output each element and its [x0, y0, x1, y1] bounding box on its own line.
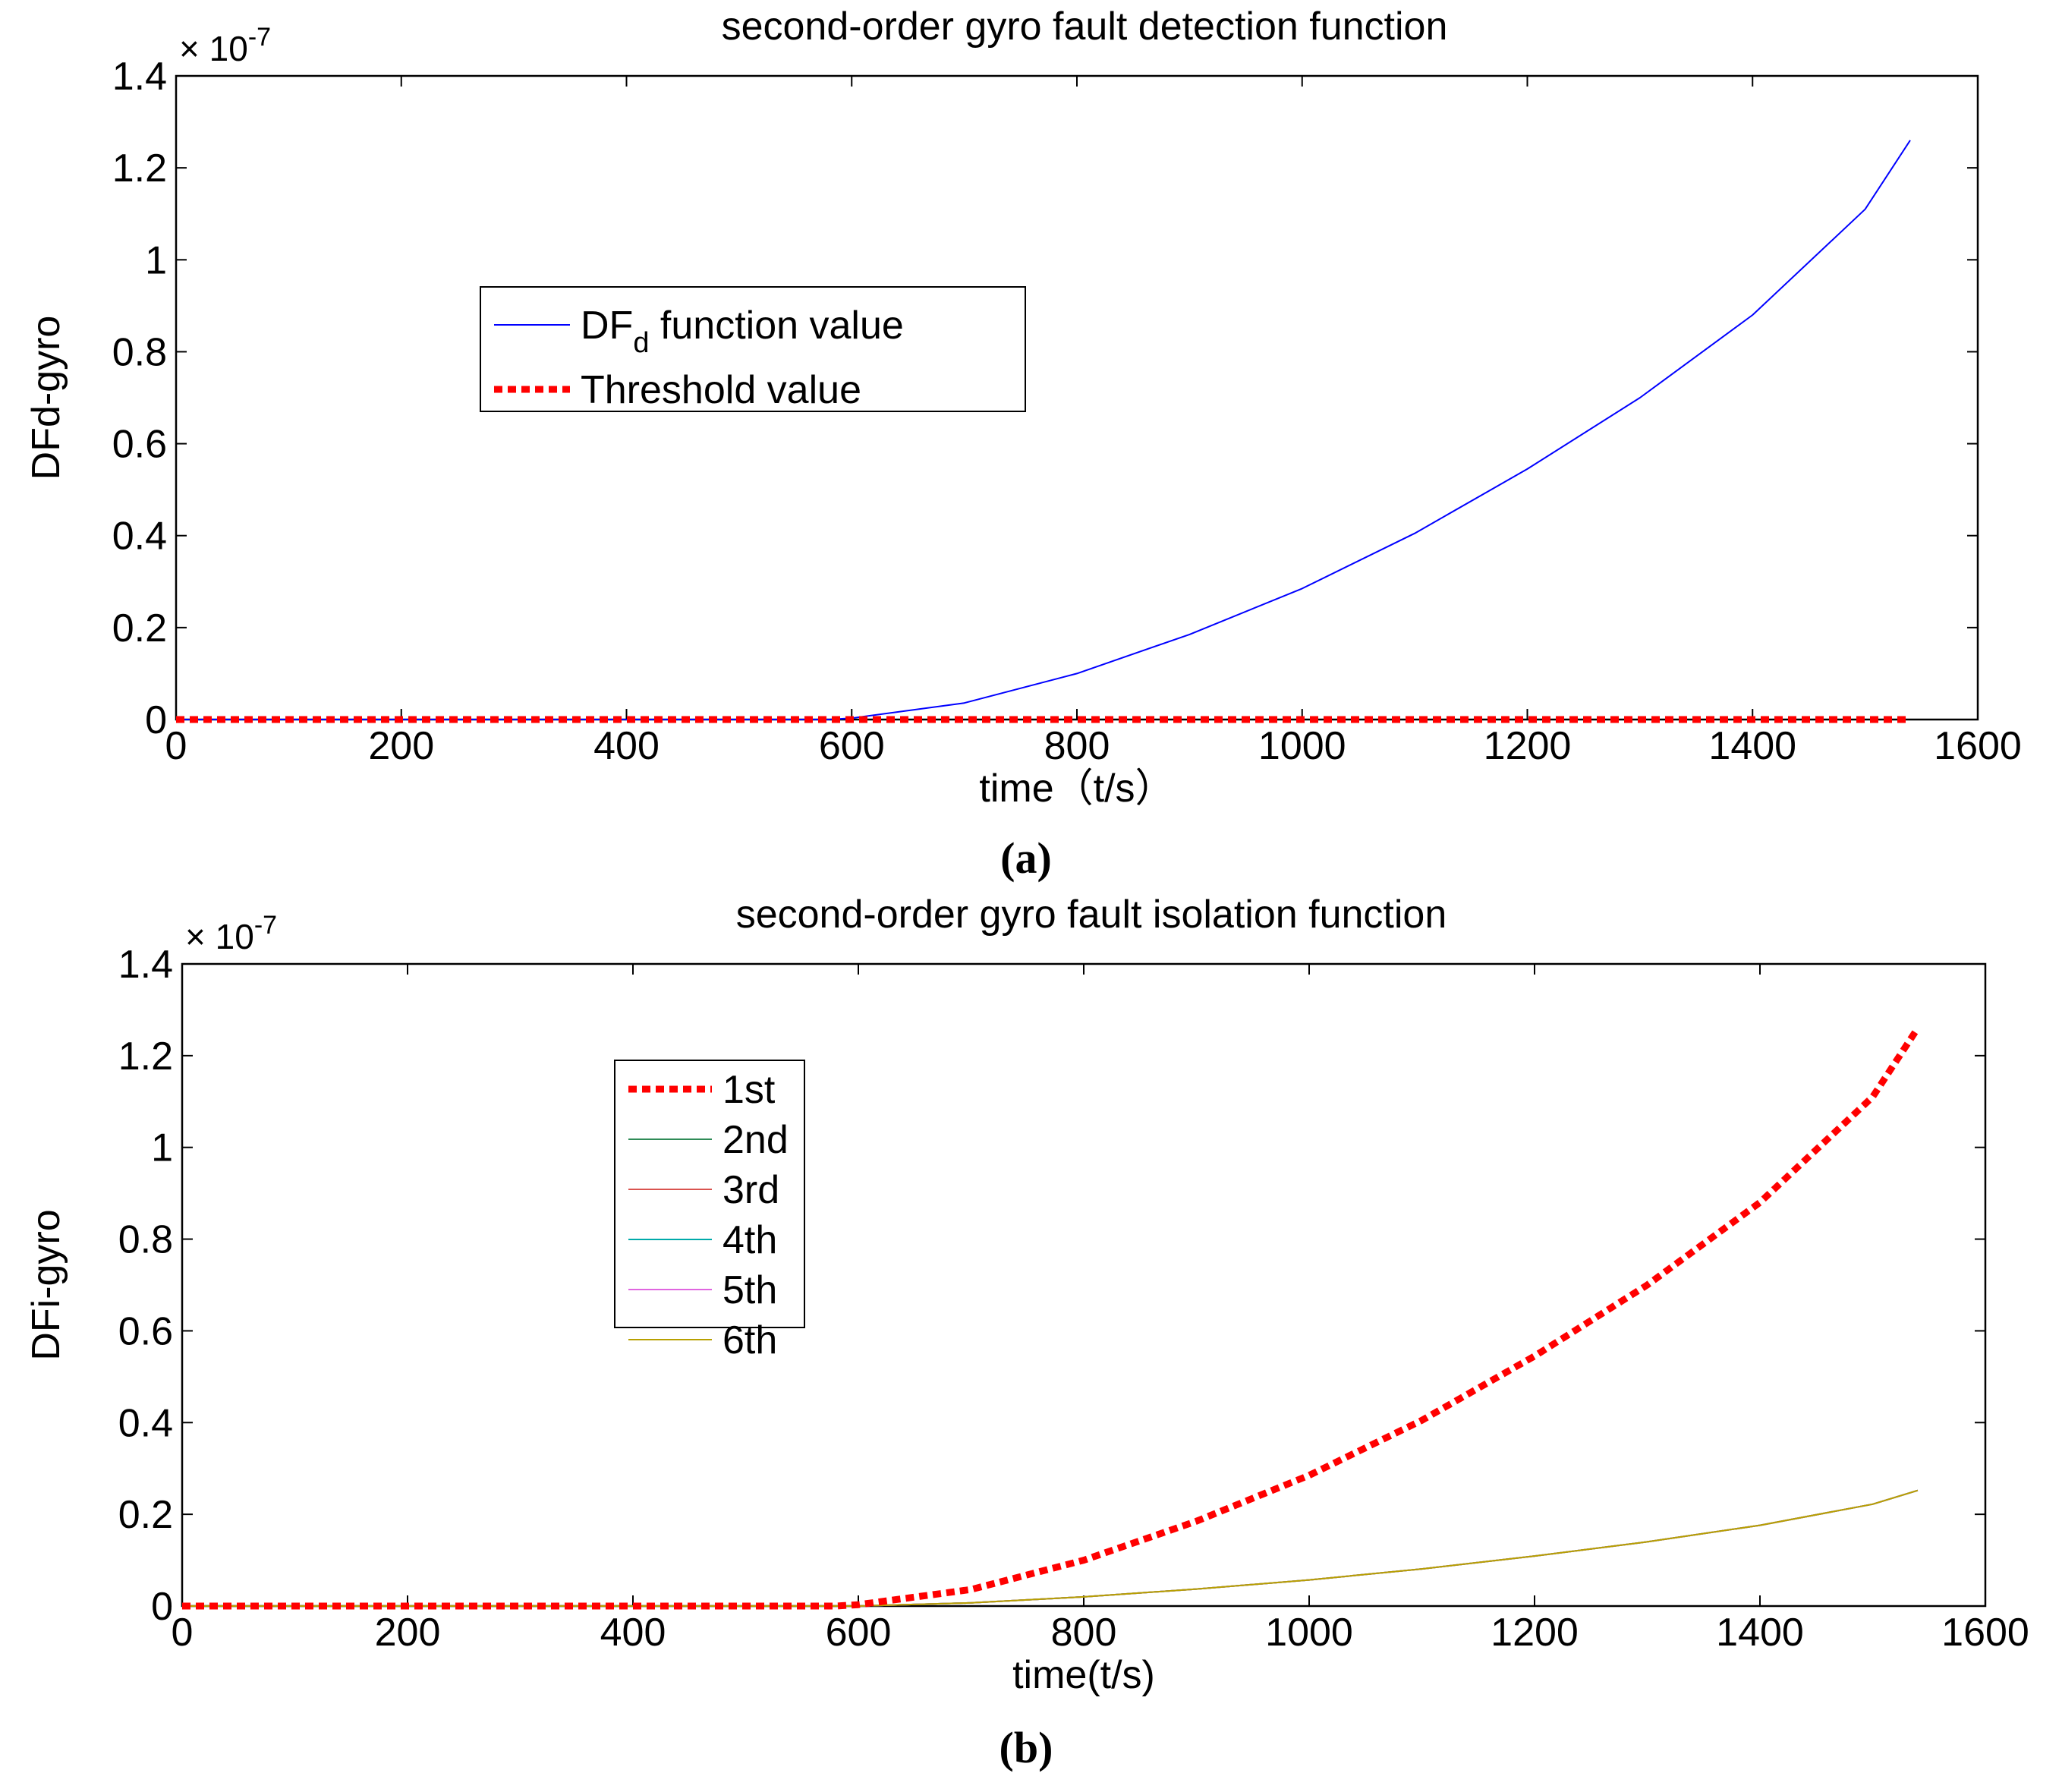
y-tick-label: 1 — [145, 238, 167, 282]
y-tick-label: 0.4 — [118, 1401, 173, 1445]
series-line-5th — [182, 1489, 1919, 1607]
y-exponent-label: × 10-7 — [179, 23, 271, 68]
x-tick-label: 0 — [165, 724, 187, 768]
x-tick-label: 1400 — [1708, 724, 1796, 768]
chart-title: second-order gyro fault isolation functi… — [736, 893, 1447, 937]
x-tick-label: 800 — [1051, 1611, 1117, 1655]
y-axis-label: DFd-gyro — [24, 316, 68, 480]
x-tick-label: 1600 — [1934, 724, 2022, 768]
chart-title: second-order gyro fault detection functi… — [722, 5, 1448, 49]
y-tick-label: 1.4 — [118, 943, 173, 987]
plot-area — [181, 962, 1987, 1608]
x-axis-label: time（t/s） — [979, 767, 1174, 811]
legend-label: 5th — [722, 1268, 777, 1312]
panel-caption: (a) — [1000, 833, 1052, 883]
legend-label: 3rd — [722, 1168, 779, 1212]
legend-label: 6th — [722, 1318, 777, 1362]
y-axis-label: DFi-gyro — [24, 1209, 68, 1360]
x-tick-label: 600 — [819, 724, 885, 768]
plot-area — [175, 74, 1979, 721]
series-line-1st — [182, 1026, 1921, 1610]
y-tick-label: 1 — [151, 1126, 173, 1170]
x-tick-label: 200 — [368, 724, 434, 768]
y-tick-label: 0 — [145, 698, 167, 742]
x-tick-label: 400 — [593, 724, 660, 768]
legend-box — [480, 286, 1026, 412]
series-line-4th — [182, 1489, 1919, 1607]
y-tick-label: 0.6 — [112, 423, 167, 467]
legend-label: Threshold value — [581, 368, 861, 412]
x-tick-label: 1000 — [1265, 1611, 1353, 1655]
panel-caption: (b) — [1000, 1723, 1053, 1772]
chart-b: 0 200 400 600 800 1000 1200 1400 1600 0 0.2 0.4 0.6 0… — [24, 893, 2029, 1772]
y-tick-label: 0.4 — [112, 515, 167, 559]
legend-label: 2nd — [722, 1118, 789, 1162]
y-tick-label: 0.2 — [112, 606, 167, 650]
series-line-df — [176, 140, 1911, 720]
series-line-6th — [182, 1489, 1919, 1607]
y-tick-label: 0.6 — [118, 1309, 173, 1353]
x-tick-label: 800 — [1044, 724, 1110, 768]
x-tick-label: 1200 — [1491, 1611, 1579, 1655]
legend-label: DFd function value — [581, 304, 904, 359]
series-line-2nd — [182, 1489, 1919, 1607]
legend-box — [614, 1060, 805, 1328]
x-tick-label: 1400 — [1716, 1611, 1804, 1655]
series-line-3rd — [182, 1489, 1919, 1607]
y-tick-label: 0 — [151, 1585, 173, 1629]
chart-a: 0 200 400 600 800 1000 1200 1400 1600 0 0.2 0.4 0.6 0… — [24, 5, 2022, 883]
y-tick-label: 0.2 — [118, 1493, 173, 1537]
x-axis-label: time(t/s) — [1012, 1653, 1155, 1697]
y-tick-label: 1.2 — [118, 1035, 173, 1079]
x-tick-label: 1600 — [1941, 1611, 2029, 1655]
y-exponent-label: × 10-7 — [185, 911, 277, 956]
legend-label: 1st — [722, 1068, 776, 1112]
y-tick-label: 1.4 — [112, 55, 167, 99]
x-tick-label: 600 — [826, 1611, 892, 1655]
x-tick-label: 1200 — [1484, 724, 1572, 768]
y-tick-label: 1.2 — [112, 146, 167, 191]
x-tick-label: 400 — [600, 1611, 666, 1655]
y-tick-label: 0.8 — [112, 330, 167, 374]
x-tick-label: 0 — [172, 1611, 194, 1655]
legend-label: 4th — [722, 1218, 777, 1262]
x-tick-label: 200 — [375, 1611, 441, 1655]
x-tick-label: 1000 — [1258, 724, 1346, 768]
y-tick-label: 0.8 — [118, 1218, 173, 1262]
